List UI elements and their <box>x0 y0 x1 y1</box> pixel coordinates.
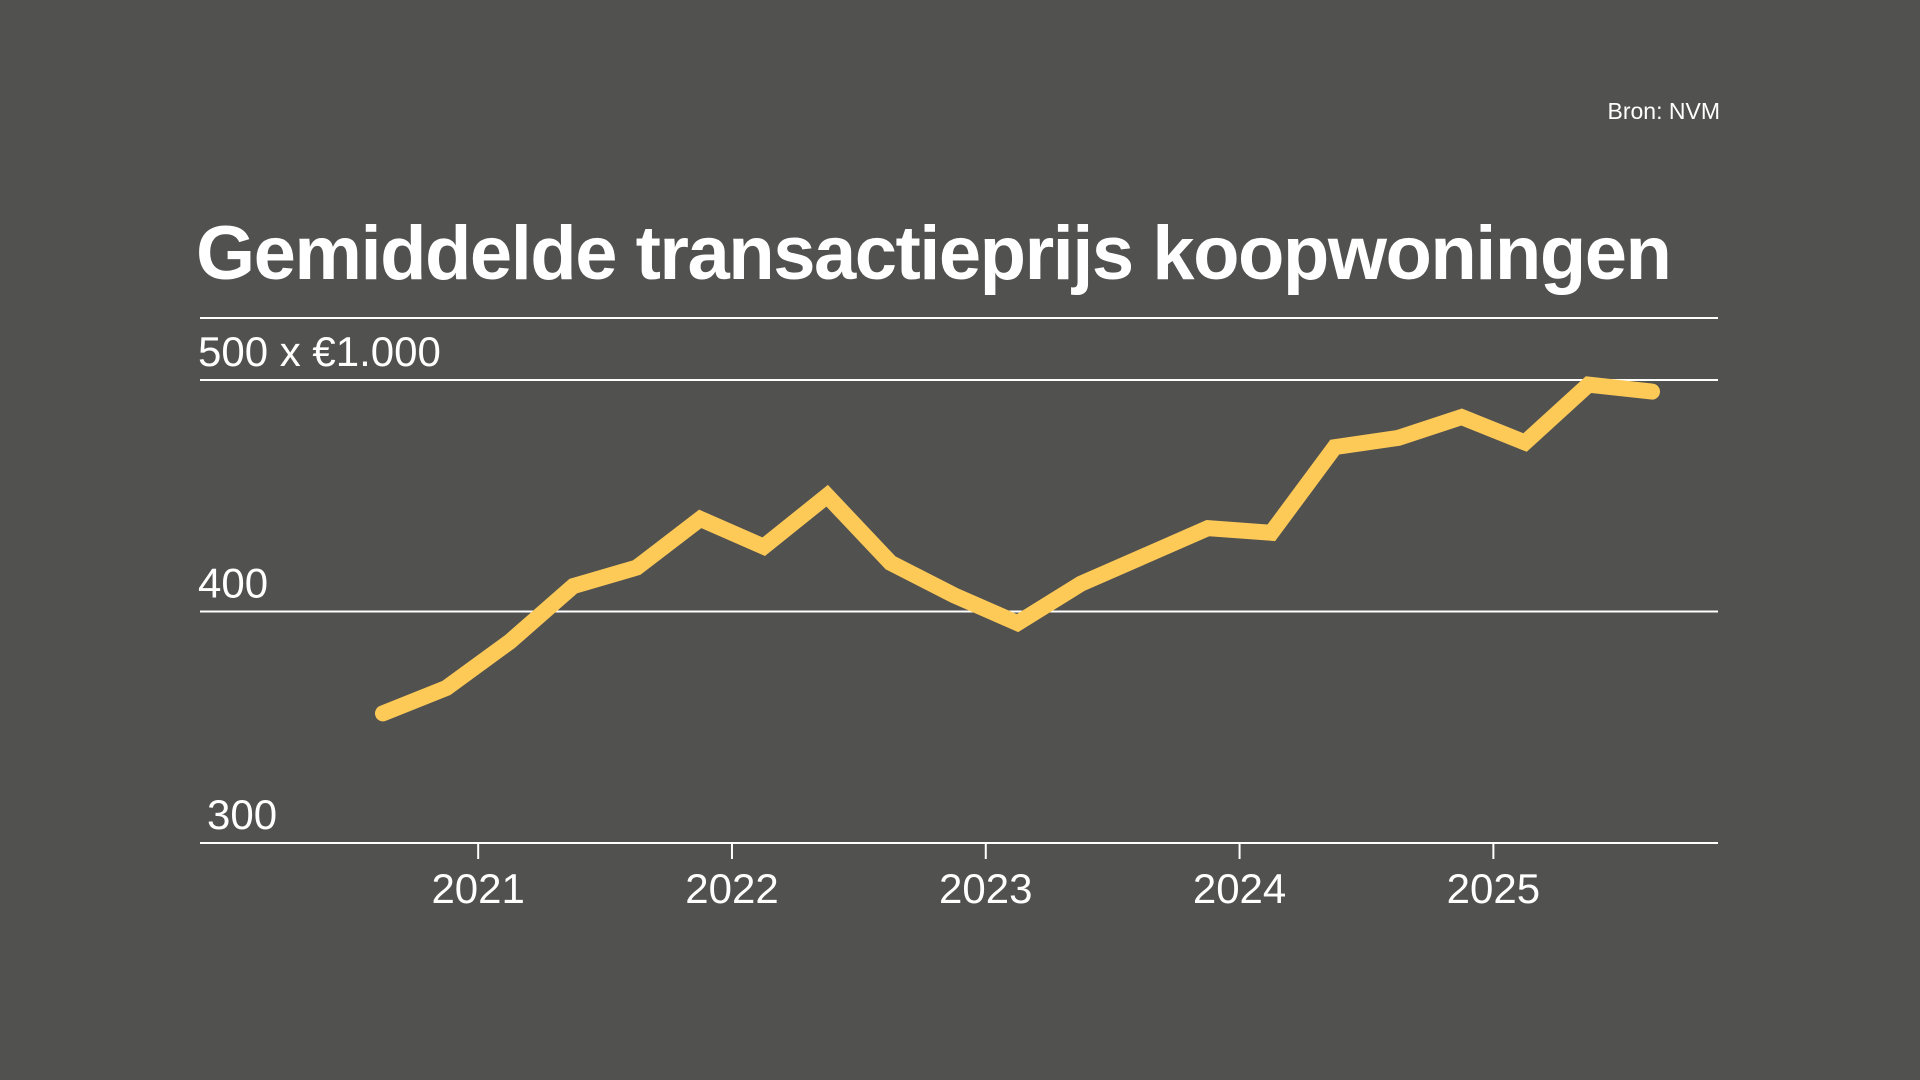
x-tick-label: 2023 <box>939 865 1032 912</box>
x-tick-label: 2024 <box>1193 865 1286 912</box>
x-tick-label: 2025 <box>1447 865 1540 912</box>
source-label: Bron: NVM <box>1607 98 1720 124</box>
chart-title: Gemiddelde transactieprijs koopwoningen <box>196 211 1672 296</box>
x-tick-label: 2022 <box>685 865 778 912</box>
x-tick-label: 2021 <box>431 865 524 912</box>
y-tick-label: 300 <box>207 791 277 838</box>
y-tick-label: 400 <box>198 560 268 607</box>
y-tick-label: 500 x €1.000 <box>198 328 441 375</box>
series-line <box>375 376 1660 722</box>
